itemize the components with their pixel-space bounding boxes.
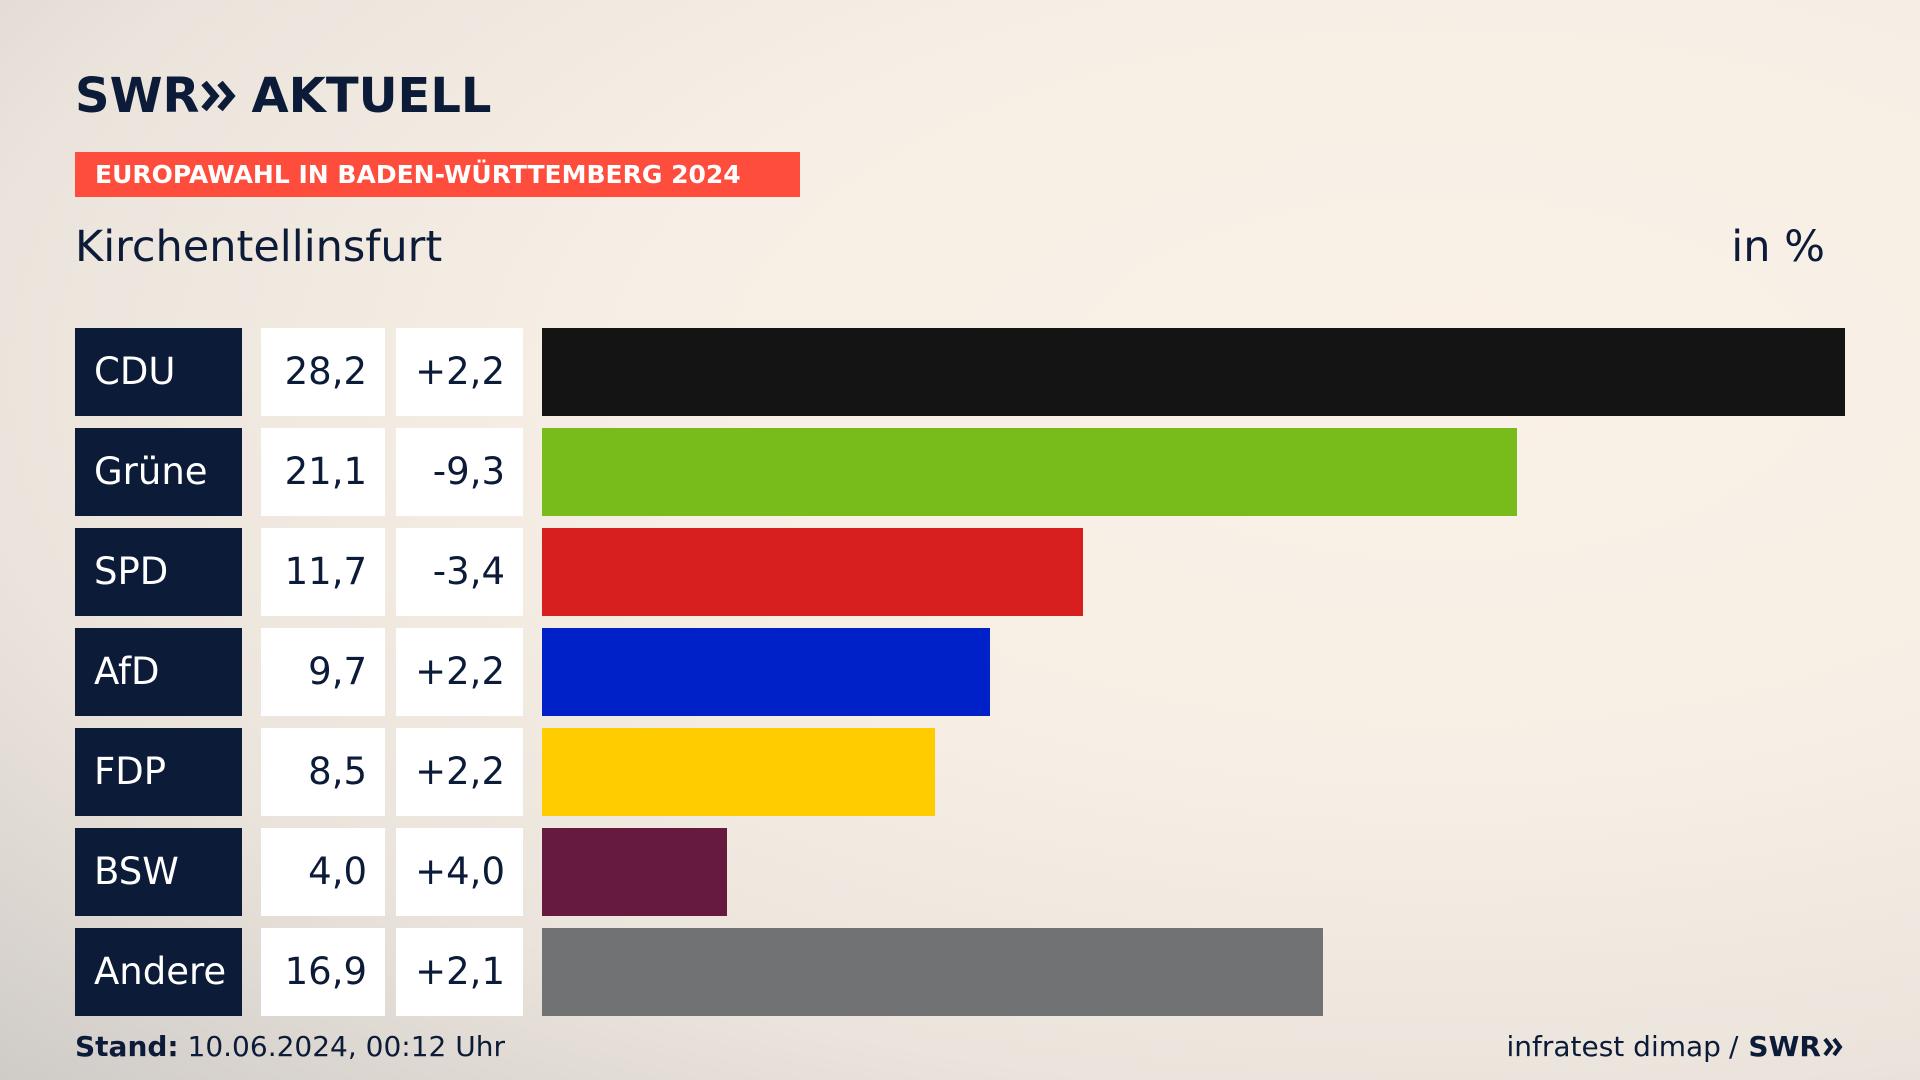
unit-label: in % — [1731, 222, 1825, 272]
party-label: Andere — [75, 928, 242, 1016]
bar-track — [542, 928, 1845, 1016]
result-row: AfD 9,7 +2,2 — [75, 628, 1845, 716]
change-label: +4,0 — [396, 828, 523, 916]
vote-share-label: 8,5 — [261, 728, 385, 816]
bar-track — [542, 328, 1845, 416]
source-separator: / — [1728, 1030, 1739, 1063]
party-label: SPD — [75, 528, 242, 616]
result-bar — [542, 728, 935, 816]
change-label: +2,2 — [396, 328, 523, 416]
timestamp-value: 10.06.2024, 00:12 Uhr — [187, 1030, 505, 1063]
chevron-double-icon — [201, 68, 237, 124]
logo-brand: SWR — [75, 68, 200, 124]
logo-product: AKTUELL — [251, 68, 492, 124]
municipality-title: Kirchentellinsfurt — [75, 222, 443, 272]
result-bar — [542, 528, 1083, 616]
bar-track — [542, 428, 1845, 516]
vote-share-label: 28,2 — [261, 328, 385, 416]
vote-share-label: 11,7 — [261, 528, 385, 616]
bar-track — [542, 728, 1845, 816]
party-label: FDP — [75, 728, 242, 816]
vote-share-label: 9,7 — [261, 628, 385, 716]
change-label: +2,2 — [396, 728, 523, 816]
vote-share-label: 16,9 — [261, 928, 385, 1016]
source-credit: infratest dimap / SWR — [1506, 1030, 1845, 1063]
source-name: infratest dimap — [1506, 1030, 1721, 1063]
change-label: +2,2 — [396, 628, 523, 716]
result-row: BSW 4,0 +4,0 — [75, 828, 1845, 916]
result-bar — [542, 428, 1517, 516]
result-bar — [542, 828, 727, 916]
result-row: SPD 11,7 -3,4 — [75, 528, 1845, 616]
result-row: Grüne 21,1 -9,3 — [75, 428, 1845, 516]
chevron-double-icon — [1823, 1037, 1843, 1056]
result-bar — [542, 928, 1323, 1016]
result-row: FDP 8,5 +2,2 — [75, 728, 1845, 816]
election-banner: EUROPAWAHL IN BADEN-WÜRTTEMBERG 2024 — [75, 152, 800, 197]
timestamp-label: Stand: — [75, 1030, 179, 1063]
vote-share-label: 21,1 — [261, 428, 385, 516]
timestamp: Stand: 10.06.2024, 00:12 Uhr — [75, 1030, 505, 1063]
party-label: CDU — [75, 328, 242, 416]
swr-aktuell-logo: SWR AKTUELL — [75, 68, 492, 124]
change-label: -9,3 — [396, 428, 523, 516]
party-label: Grüne — [75, 428, 242, 516]
results-chart: CDU 28,2 +2,2 Grüne 21,1 -9,3 SPD 11,7 -3,4 AfD 9,… — [75, 328, 1845, 1028]
bar-track — [542, 528, 1845, 616]
mini-logo-text: SWR — [1748, 1030, 1821, 1063]
result-row: CDU 28,2 +2,2 — [75, 328, 1845, 416]
party-label: AfD — [75, 628, 242, 716]
result-row: Andere 16,9 +2,1 — [75, 928, 1845, 1016]
vote-share-label: 4,0 — [261, 828, 385, 916]
bar-track — [542, 628, 1845, 716]
party-label: BSW — [75, 828, 242, 916]
result-bar — [542, 328, 1845, 416]
change-label: -3,4 — [396, 528, 523, 616]
change-label: +2,1 — [396, 928, 523, 1016]
bar-track — [542, 828, 1845, 916]
swr-mini-logo: SWR — [1748, 1030, 1845, 1063]
result-bar — [542, 628, 990, 716]
